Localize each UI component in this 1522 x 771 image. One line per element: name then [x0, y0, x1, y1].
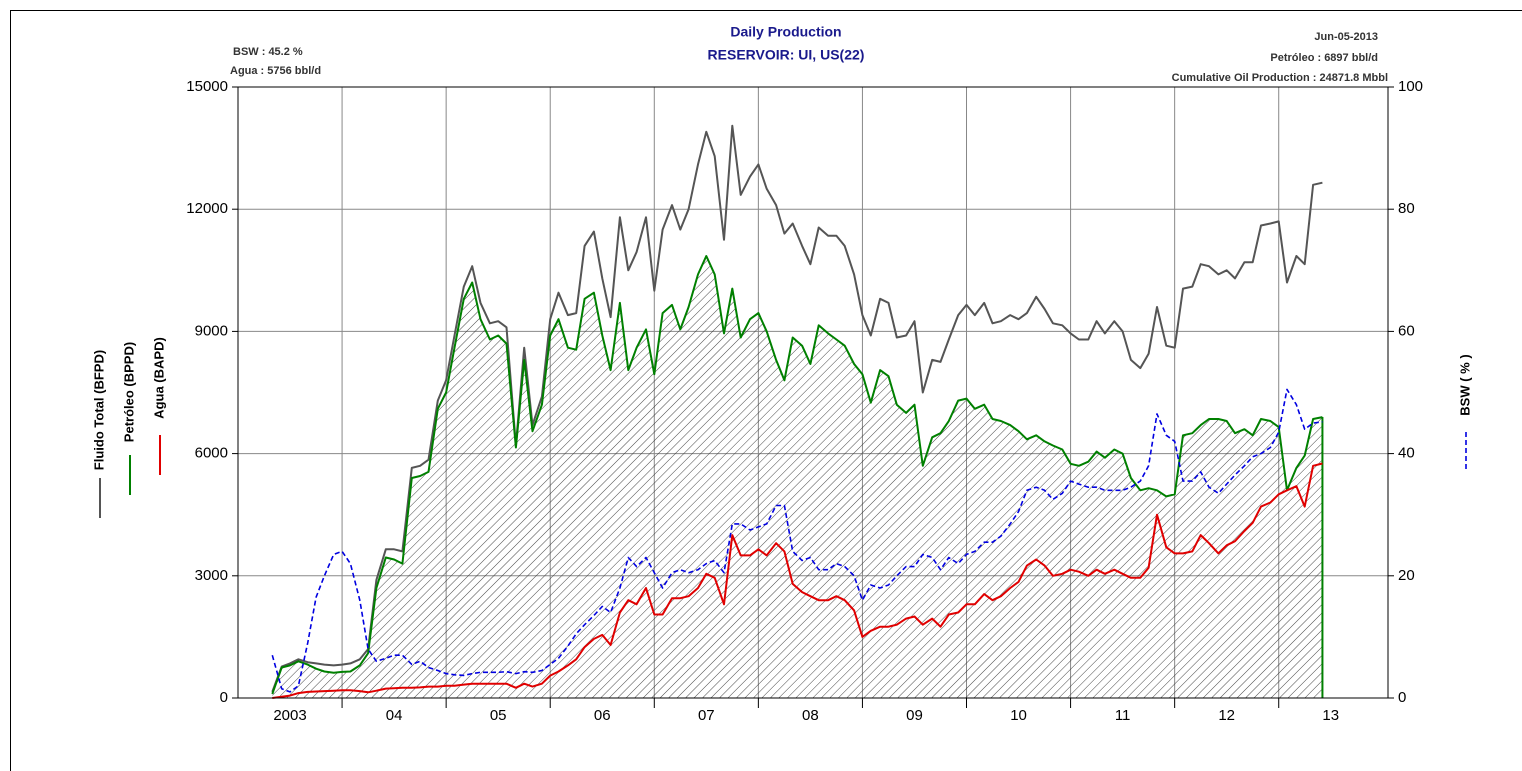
series-line: [272, 462, 1323, 699]
x-tick-label: 07: [698, 707, 715, 724]
annotation: Jun-05-2013: [1314, 31, 1378, 43]
legend-label: Agua (BAPD): [151, 337, 166, 419]
chart-title: Daily Production: [730, 24, 841, 40]
x-tick-label: 05: [490, 707, 507, 724]
x-tick-label: 08: [802, 707, 819, 724]
annotation: Agua : 5756 bbl/d: [230, 65, 321, 77]
annotation: Petróleo : 6897 bbl/d: [1270, 52, 1378, 64]
y2-tick-label: 0: [1398, 689, 1406, 706]
legend-label: BSW ( % ): [1457, 354, 1472, 415]
x-tick-label: 2003: [273, 707, 306, 724]
y-tick-label: 6000: [195, 445, 228, 462]
y-tick-label: 9000: [195, 322, 228, 339]
area: [272, 256, 1323, 698]
y-tick-label: 12000: [186, 200, 228, 217]
frame: [10, 10, 1522, 771]
y2-tick-label: 20: [1398, 567, 1415, 584]
x-tick-label: 11: [1115, 707, 1131, 724]
annotation: Cumulative Oil Production : 24871.8 Mbbl: [1172, 72, 1388, 84]
series-line: [271, 388, 1323, 693]
y2-tick-label: 60: [1398, 322, 1415, 339]
x-tick-label: 04: [386, 707, 403, 724]
series-line: [271, 255, 1323, 695]
legend-label: Petróleo (BPPD): [121, 342, 136, 442]
annotation: BSW : 45.2 %: [233, 46, 303, 58]
x-tick-label: 12: [1218, 707, 1235, 724]
y-tick-label: 15000: [186, 78, 228, 95]
plot-frame: [237, 86, 1389, 699]
y2-tick-label: 80: [1398, 200, 1415, 217]
x-tick-label: 09: [906, 707, 923, 724]
chart-subtitle: RESERVOIR: UI, US(22): [708, 47, 865, 63]
legend-label: Fluido Total (BFPD): [91, 350, 106, 470]
y2-tick-label: 100: [1398, 78, 1423, 95]
y-tick-label: 0: [220, 689, 228, 706]
y-tick-label: 3000: [195, 567, 228, 584]
x-tick-label: 10: [1010, 707, 1027, 724]
x-tick-label: 06: [594, 707, 611, 724]
series-line: [271, 124, 1323, 693]
y2-tick-label: 40: [1398, 445, 1415, 462]
x-tick-label: 13: [1322, 707, 1339, 724]
